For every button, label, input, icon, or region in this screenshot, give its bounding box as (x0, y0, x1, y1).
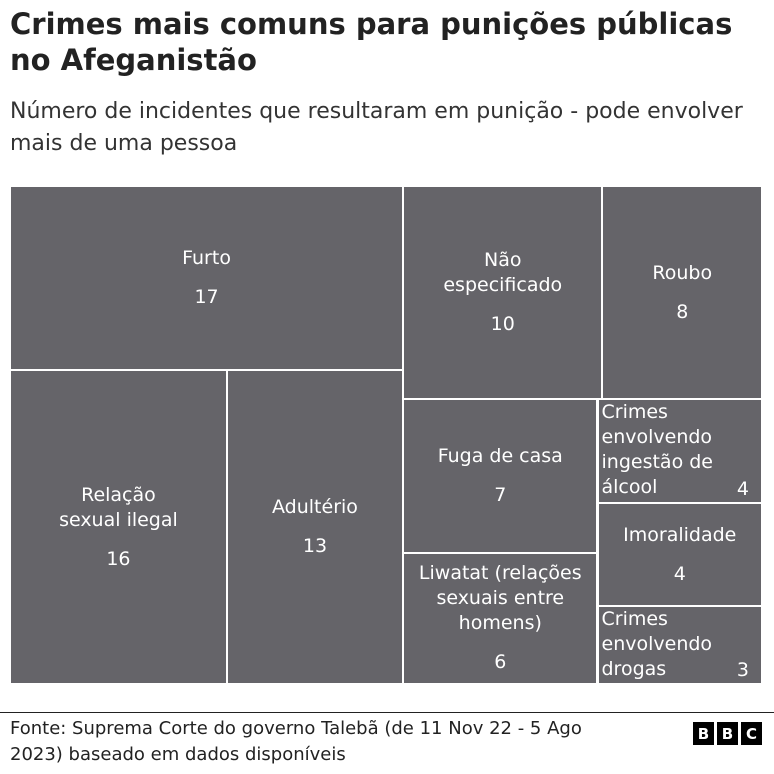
cell-value: 6 (494, 651, 507, 674)
treemap-cell: Roubo 8 (602, 186, 762, 400)
treemap-cell: Furto 17 (10, 186, 404, 371)
logo: B B C (693, 722, 762, 745)
treemap-cell: Não especificado 10 (403, 186, 603, 400)
treemap-cell: Adultério 13 (226, 370, 404, 684)
cell-value: 4 (736, 477, 749, 500)
cell-label: Furto (182, 247, 231, 270)
footer-rule (0, 712, 774, 713)
treemap-cell: Crimes envolvendo drogas 3 (597, 606, 762, 684)
treemap-cell: Relação sexual ilegal 16 (10, 370, 227, 684)
treemap-cell: Liwatat (relações sexuais entre homens) 6 (403, 552, 598, 684)
logo-letter: B (717, 722, 738, 745)
cell-label: Liwatat (relações sexuais entre homens) (418, 562, 582, 635)
cell-label: Crimes envolvendo drogas (601, 608, 713, 681)
cell-value: 17 (194, 286, 219, 309)
cell-label: Roubo (652, 261, 713, 284)
cell-label: Imoralidade (623, 523, 737, 546)
cell-label: Não especificado (443, 249, 563, 297)
logo-letter: B (693, 722, 714, 745)
cell-value: 16 (106, 547, 131, 570)
chart-title: Crimes mais comuns para punições pública… (10, 7, 733, 77)
cell-value: 13 (302, 535, 328, 557)
cell-value: 8 (676, 300, 689, 323)
treemap-cell: Imoralidade 4 (597, 502, 762, 607)
treemap-cell: Fuga de casa 7 (403, 399, 598, 553)
cell-label: Crimes envolvendo ingestão de álcool (601, 401, 713, 499)
logo-letter: C (741, 722, 762, 745)
cell-value: 7 (494, 484, 507, 507)
cell-value: 3 (736, 658, 749, 681)
cell-label: Relação sexual ilegal (59, 483, 178, 531)
cell-value: 4 (673, 562, 686, 585)
source: Fonte: Suprema Corte do governo Talebã (… (10, 718, 582, 765)
treemap-cell: Crimes envolvendo ingestão de álcool 4 (597, 399, 762, 503)
treemap: Furto 17 Relação sexual ilegal 16 Adultério 1… (10, 186, 762, 684)
cell-value: 10 (490, 313, 515, 336)
chart-subtitle: Número de incidentes que resultaram em p… (10, 99, 743, 156)
cell-label: Adultério (272, 496, 358, 518)
cell-label: Fuga de casa (437, 445, 563, 468)
